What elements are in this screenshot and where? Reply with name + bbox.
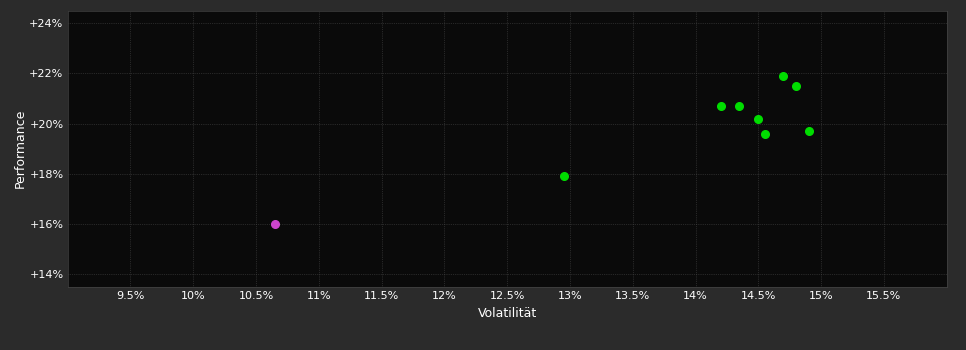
Point bbox=[713, 103, 728, 109]
Point bbox=[731, 103, 747, 109]
Point bbox=[267, 221, 282, 227]
Point bbox=[756, 131, 772, 136]
Point bbox=[801, 128, 816, 134]
Point bbox=[776, 73, 791, 79]
Y-axis label: Performance: Performance bbox=[14, 109, 26, 188]
Point bbox=[751, 116, 766, 121]
Point bbox=[788, 83, 804, 89]
Point bbox=[555, 174, 571, 179]
X-axis label: Volatilität: Volatilität bbox=[477, 307, 537, 320]
